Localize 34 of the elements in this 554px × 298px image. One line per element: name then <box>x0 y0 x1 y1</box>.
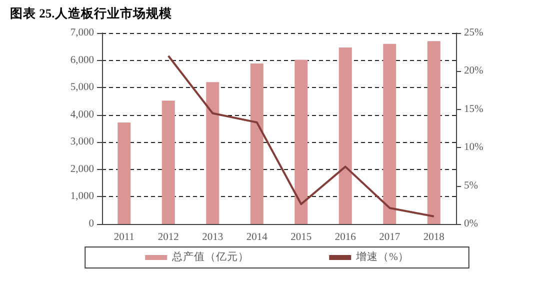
y-tick-label: 7,000 <box>70 28 94 38</box>
y-tick-label: 2,000 <box>70 164 94 175</box>
y2-tick-label: 20% <box>464 66 484 77</box>
y-tick-label: 6,000 <box>70 54 94 66</box>
y-tick-label: 0 <box>88 218 94 230</box>
bar <box>427 41 440 224</box>
y2-tick-label: 10% <box>464 142 484 154</box>
y2-tick-label: 15% <box>464 104 484 115</box>
x-tick-label: 2012 <box>158 232 179 243</box>
y-tick-label: 1,000 <box>70 191 94 202</box>
x-tick-label: 2015 <box>290 232 312 243</box>
bar <box>383 44 396 224</box>
x-tick-label: 2011 <box>114 232 134 243</box>
y-tick-label: 3,000 <box>70 136 94 148</box>
legend-label: 增速（%） <box>355 250 409 263</box>
bar <box>118 122 131 224</box>
x-tick-label: 2014 <box>246 232 268 243</box>
y2-tick-label: 25% <box>464 28 484 38</box>
line-series <box>167 54 435 218</box>
y2-tick-label: 0% <box>464 218 478 230</box>
chart-title: 图表 25.人造板行业市场规模 <box>10 6 172 20</box>
x-tick-label: 2016 <box>334 232 356 243</box>
legend-label: 总产值（亿元） <box>171 250 250 263</box>
y-tick-label: 5,000 <box>70 82 94 94</box>
bar <box>250 64 264 224</box>
x-tick-label: 2017 <box>379 232 400 243</box>
x-tick-label: 2018 <box>423 232 444 243</box>
bar <box>338 47 352 224</box>
bar <box>206 82 220 224</box>
y2-tick-label: 5% <box>464 180 478 192</box>
y-tick-label: 4,000 <box>70 109 94 120</box>
bar <box>294 60 308 224</box>
x-tick-label: 2013 <box>202 232 224 243</box>
bar <box>162 100 175 224</box>
